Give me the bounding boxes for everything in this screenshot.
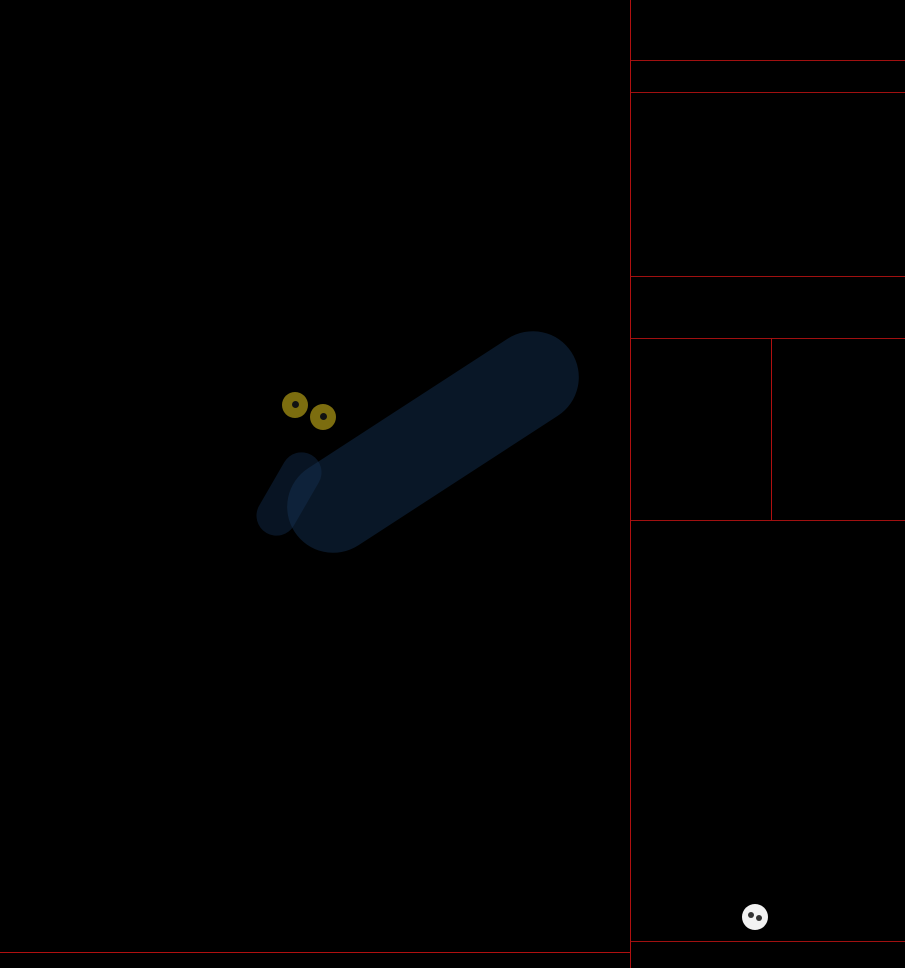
ma-indicator-bar: [2, 24, 582, 40]
cci-header: [2, 568, 507, 583]
intraday-chart[interactable]: [682, 585, 860, 941]
main-kline-chart[interactable]: [0, 42, 582, 453]
volume-header: [2, 455, 582, 470]
top-toolbar: [0, 1, 630, 21]
macd-chart[interactable]: [0, 815, 582, 936]
macd-header: [2, 799, 367, 814]
bottom-indicator-toolbar: [0, 952, 630, 968]
cci-chart[interactable]: [0, 584, 582, 682]
quote-panel: [630, 0, 905, 968]
volume-chart[interactable]: [0, 470, 582, 543]
bbd-chart[interactable]: [0, 700, 582, 779]
bbd-header: [2, 685, 507, 700]
